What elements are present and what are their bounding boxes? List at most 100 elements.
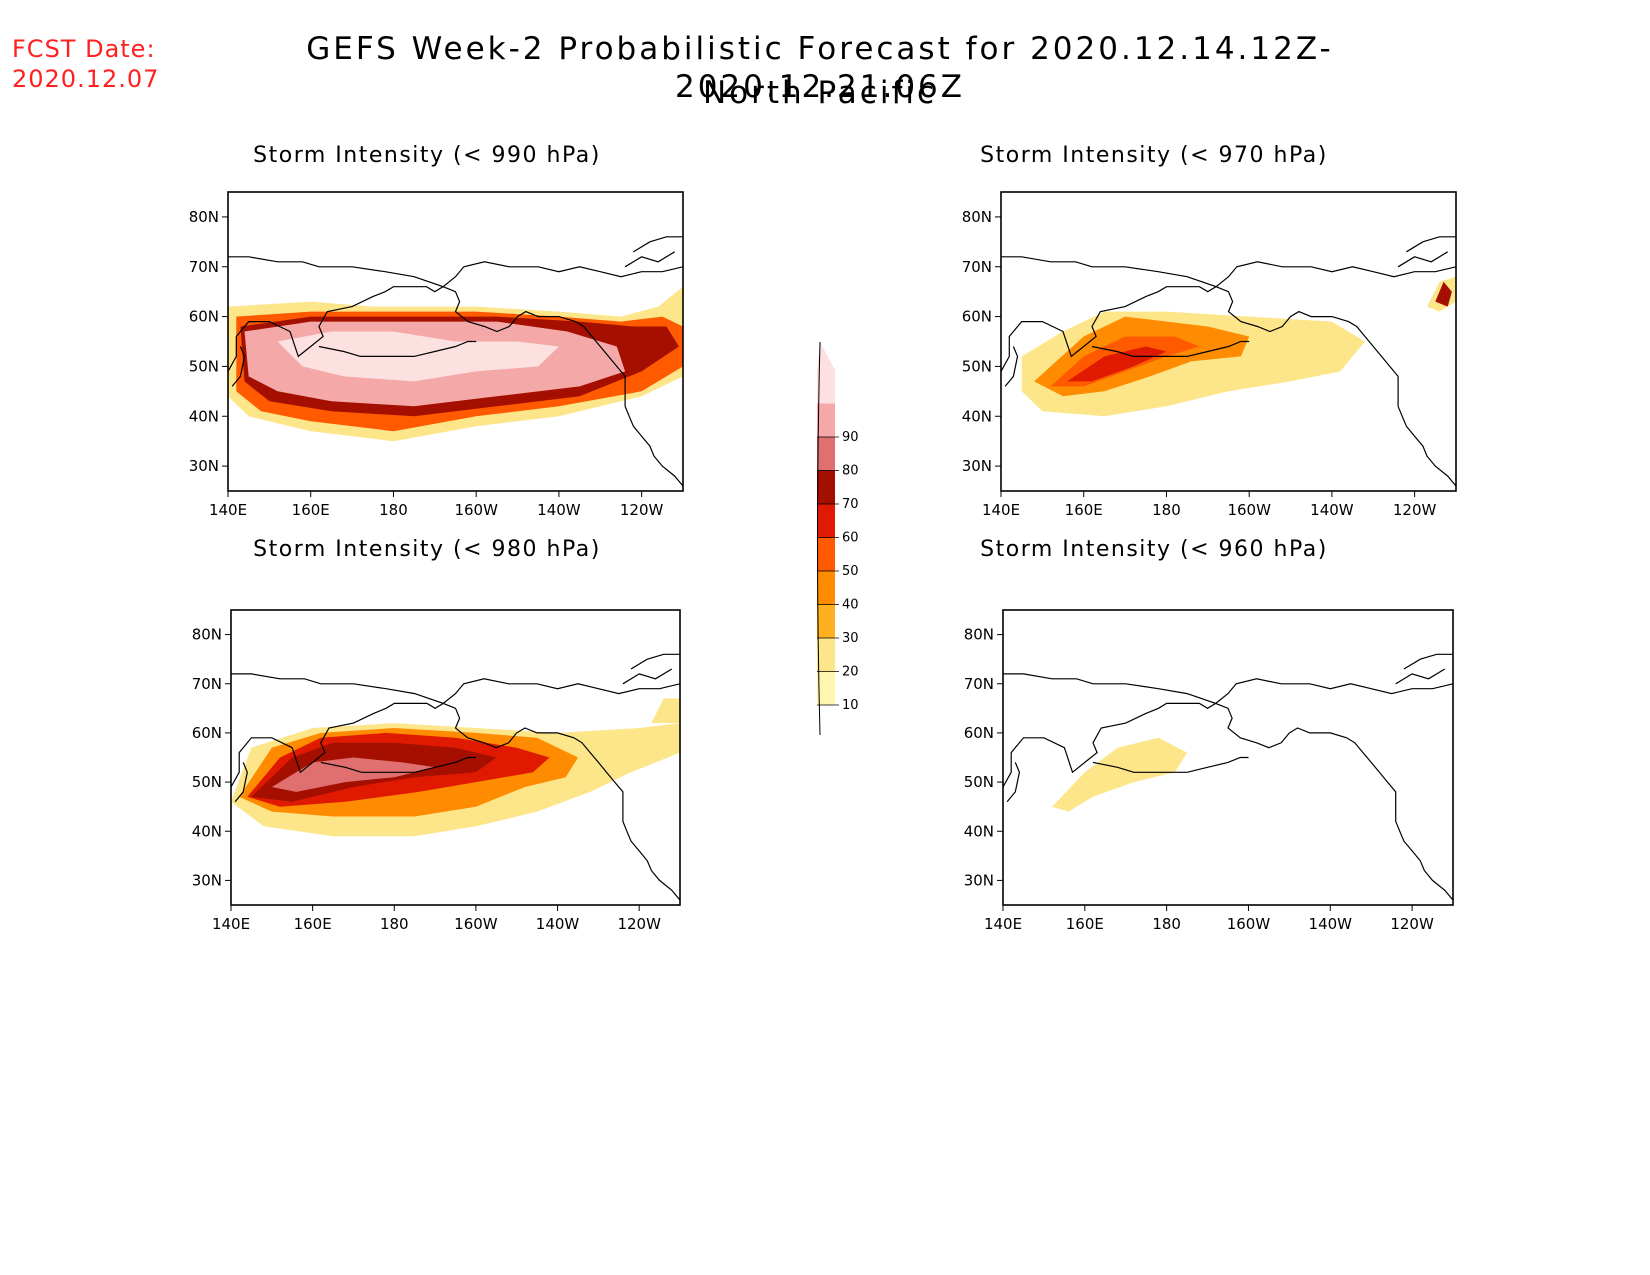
lon-label-140E: 140E <box>209 501 247 519</box>
forecast-date: FCST Date: 2020.12.07 <box>12 34 159 94</box>
coastline-4 <box>1215 678 1453 704</box>
lon-label-120W: 120W <box>1390 915 1434 933</box>
colorbar-edge <box>817 341 821 736</box>
lat-label-80N: 80N <box>189 208 219 226</box>
panel-title-990: Storm Intensity (< 990 hPa) <box>253 143 601 168</box>
probability-area-1 <box>1052 737 1188 812</box>
page-title: GEFS Week-2 Probabilistic Forecast for 2… <box>306 31 1334 105</box>
coastline-3 <box>1215 286 1456 487</box>
colorbar-bin-8 <box>817 437 835 471</box>
coastline-3 <box>442 286 683 487</box>
coastline-7 <box>1397 251 1449 268</box>
coastline-1 <box>1003 673 1218 788</box>
lat-label-40N: 40N <box>189 407 219 425</box>
lat-label-80N: 80N <box>962 208 992 226</box>
colorbar-bin-1 <box>817 671 835 705</box>
colorbar-label-90: 90 <box>842 430 859 445</box>
coastline-7 <box>624 251 676 268</box>
lon-label-140E: 140E <box>212 915 250 933</box>
colorbar-label-70: 70 <box>842 497 859 512</box>
colorbar-label-50: 50 <box>842 564 859 579</box>
probability-area-4 <box>1067 346 1167 382</box>
colorbar-label-80: 80 <box>842 464 859 479</box>
lat-label-80N: 80N <box>192 626 222 644</box>
coastline-6 <box>1406 236 1456 253</box>
panel-title-960: Storm Intensity (< 960 hPa) <box>980 537 1328 562</box>
lat-label-30N: 30N <box>964 871 994 889</box>
lon-label-120W: 120W <box>617 915 661 933</box>
colorbar-label-30: 30 <box>842 631 859 646</box>
lon-label-160E: 160E <box>1066 915 1104 933</box>
lon-label-120W: 120W <box>620 501 664 519</box>
colorbar-bin-5 <box>817 537 835 571</box>
coastline-1 <box>228 256 445 372</box>
lat-label-30N: 30N <box>962 457 992 475</box>
lat-label-40N: 40N <box>964 822 994 840</box>
probability-area-5 <box>277 331 559 382</box>
coastline-2 <box>1006 762 1021 803</box>
panel-title-980: Storm Intensity (< 980 hPa) <box>253 537 601 562</box>
lat-label-70N: 70N <box>962 258 992 276</box>
colorbar-bin-9 <box>817 403 835 437</box>
lon-label-180: 180 <box>1152 915 1181 933</box>
lon-label-140W: 140W <box>1310 501 1354 519</box>
map-frame <box>227 191 684 492</box>
coastline-2 <box>231 346 246 387</box>
lat-label-50N: 50N <box>192 773 222 791</box>
colorbar-label-60: 60 <box>842 531 859 546</box>
coastline-2 <box>234 762 248 803</box>
lon-label-180: 180 <box>1152 501 1181 519</box>
probability-area-6 <box>1435 281 1452 307</box>
map-panel-p960: 80N 70N 60N 50N 40N 30N 140E 160E 180 160W 140W 120… <box>964 609 1454 933</box>
coastline-1 <box>231 673 445 788</box>
colorbar-bin-10 <box>817 370 835 404</box>
coastline-6 <box>1403 653 1453 670</box>
lon-label-140E: 140E <box>984 915 1022 933</box>
lat-label-30N: 30N <box>192 871 222 889</box>
colorbar-label-40: 40 <box>842 598 859 613</box>
lon-label-180: 180 <box>380 915 409 933</box>
panel-title-970: Storm Intensity (< 970 hPa) <box>980 143 1328 168</box>
lon-label-140W: 140W <box>1309 915 1353 933</box>
lon-label-140W: 140W <box>537 501 581 519</box>
coastline-4 <box>442 678 680 704</box>
map-panel-p990: 80N 70N 60N 50N 40N 30N 140E 160E 180 160W 140W 120… <box>189 191 684 519</box>
lat-label-50N: 50N <box>962 357 992 375</box>
lon-label-120W: 120W <box>1393 501 1437 519</box>
lon-label-160E: 160E <box>294 915 332 933</box>
map-panel-p970: 80N 70N 60N 50N 40N 30N 140E 160E 180 160W 140W 120… <box>962 191 1457 519</box>
lon-label-160W: 160W <box>454 501 498 519</box>
map-frame <box>230 609 681 906</box>
lat-label-60N: 60N <box>962 308 992 326</box>
map-panel-p980: 80N 70N 60N 50N 40N 30N 140E 160E 180 160W 140W 120… <box>192 609 681 933</box>
forecast-date-value: 2020.12.07 <box>12 65 160 93</box>
lon-label-140W: 140W <box>536 915 580 933</box>
lat-label-50N: 50N <box>964 773 994 791</box>
lon-label-160E: 160E <box>292 501 330 519</box>
colorbar-top-cap <box>817 342 835 370</box>
colorbar-bin-7 <box>817 470 835 504</box>
coastline-6 <box>630 653 680 670</box>
coastline-7 <box>1395 668 1446 685</box>
coastline-3 <box>443 702 680 901</box>
coastline-6 <box>633 236 683 253</box>
lat-label-60N: 60N <box>189 308 219 326</box>
colorbar-label-20: 20 <box>842 665 859 680</box>
coastline-2 <box>1004 346 1019 387</box>
lat-label-80N: 80N <box>964 626 994 644</box>
lon-label-140E: 140E <box>982 501 1020 519</box>
coastline-4 <box>1215 261 1456 288</box>
colorbar-bottom-cap <box>817 705 835 735</box>
colorbar-bin-4 <box>817 571 835 605</box>
lon-label-160W: 160W <box>454 915 498 933</box>
lon-label-160W: 160W <box>1227 915 1271 933</box>
lon-label-180: 180 <box>379 501 408 519</box>
coastline-5 <box>320 756 476 773</box>
lat-label-40N: 40N <box>192 822 222 840</box>
map-frame <box>1002 609 1454 906</box>
coastline-4 <box>442 261 683 288</box>
forecast-date-label: FCST Date: <box>12 35 156 63</box>
colorbar-bin-2 <box>817 638 835 672</box>
colorbar-bin-6 <box>817 504 835 538</box>
lon-label-160W: 160W <box>1227 501 1271 519</box>
